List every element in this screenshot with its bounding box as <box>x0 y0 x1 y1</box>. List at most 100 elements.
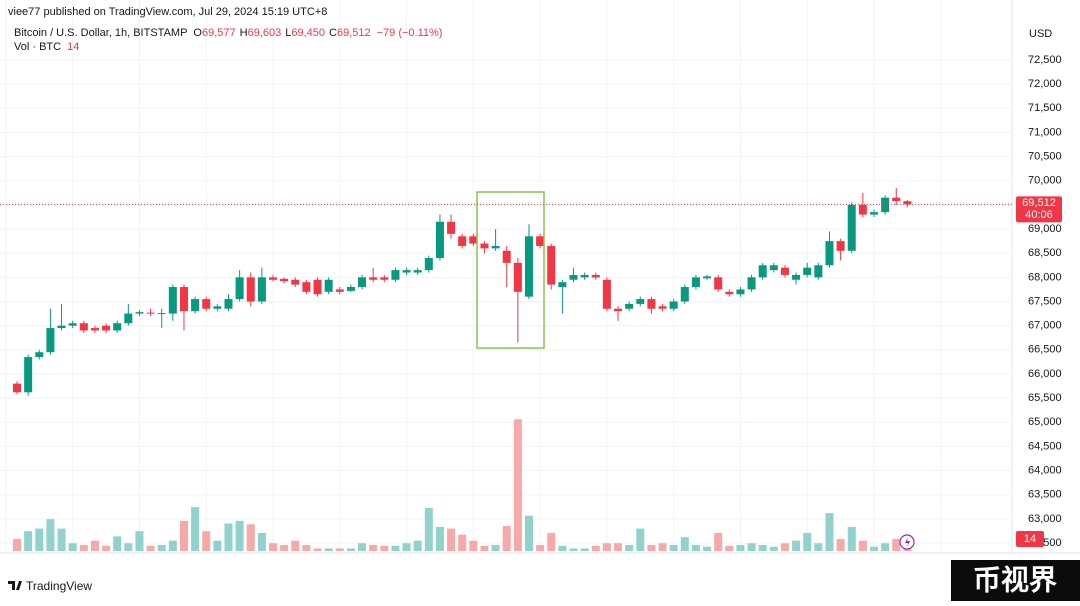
volume-bar <box>46 519 55 551</box>
volume-bar <box>79 544 88 551</box>
event-icon-bolt <box>905 537 910 547</box>
o-value: 69,577 <box>202 27 236 39</box>
candle-body <box>847 204 856 251</box>
volume-bar <box>447 528 456 551</box>
candle-body <box>703 276 712 279</box>
y-tick-label: 68,500 <box>1028 247 1062 259</box>
volume-bar <box>780 543 789 551</box>
symbol: Bitcoin / U.S. Dollar, 1h, BITSTAMP <box>14 27 187 39</box>
volume-bar <box>491 544 500 551</box>
volume-bar <box>369 544 378 551</box>
c-value: 69,512 <box>337 27 371 39</box>
byline: viee77 published on TradingView.com, Jul… <box>8 6 327 18</box>
candle-body <box>669 301 678 309</box>
candle-body <box>424 258 433 271</box>
candle-body <box>257 277 266 302</box>
y-tick-label: 69,000 <box>1028 223 1062 235</box>
volume-bar <box>302 544 311 551</box>
candle-body <box>747 277 756 290</box>
candle-body <box>447 221 456 234</box>
volume-bar <box>580 548 589 551</box>
l-label: L <box>285 27 291 39</box>
candle-body <box>625 303 634 309</box>
candle-body <box>502 250 511 263</box>
volume-bar <box>24 531 33 551</box>
volume-bar <box>858 540 867 551</box>
candle-body <box>780 267 789 275</box>
volume-bar <box>680 537 689 551</box>
y-tick-label: 70,500 <box>1028 151 1062 163</box>
c-label: C <box>329 27 337 39</box>
candle-body <box>491 245 500 249</box>
candle-body <box>46 328 55 353</box>
volume-bar <box>213 540 222 551</box>
volume-bar <box>291 540 300 551</box>
volume-tag-label: 14 <box>1024 533 1036 545</box>
candle-body <box>858 204 867 215</box>
y-tick-label: 66,000 <box>1028 368 1062 380</box>
candle-body <box>469 236 478 244</box>
volume-bar <box>102 545 111 551</box>
volume-bar <box>235 520 244 551</box>
volume-bar <box>90 540 99 551</box>
candle-body <box>224 299 233 309</box>
y-tick-label: 71,500 <box>1028 102 1062 114</box>
candle-body <box>792 274 801 280</box>
candle-body <box>825 241 834 266</box>
candle-body <box>380 277 389 280</box>
volume-bar <box>246 524 255 551</box>
volume-bar <box>380 545 389 551</box>
h-label: H <box>240 27 248 39</box>
volume-bar <box>524 515 533 551</box>
volume-bar <box>435 526 444 551</box>
volume-bar <box>280 544 289 551</box>
l-value: 69,450 <box>291 27 325 39</box>
candle-body <box>580 274 589 278</box>
candle-body <box>769 265 778 271</box>
volume-bar <box>113 536 122 551</box>
volume-bar <box>202 531 211 551</box>
volume-bar <box>402 543 411 551</box>
highlight-box <box>476 191 545 349</box>
candle-body <box>291 279 300 285</box>
candle-body <box>803 267 812 275</box>
candle-body <box>346 287 355 291</box>
y-tick-label: 72,000 <box>1028 78 1062 90</box>
tv-logo-text: TradingView <box>26 579 92 593</box>
volume-bar <box>135 531 144 551</box>
y-tick-label: 67,000 <box>1028 320 1062 332</box>
volume-bar <box>358 543 367 551</box>
volume-bar <box>13 538 22 551</box>
volume-bar <box>480 545 489 551</box>
volume-bar <box>191 507 200 551</box>
volume-bar <box>502 526 511 551</box>
volume-bar <box>625 544 634 551</box>
volume-bar <box>157 544 166 551</box>
candle-body <box>758 265 767 278</box>
y-tick-label: 68,000 <box>1028 271 1062 283</box>
volume-bar <box>747 543 756 551</box>
last-price-label: 69,512 <box>1022 197 1056 209</box>
volume-bar <box>513 419 522 551</box>
volume-bar <box>57 528 66 551</box>
candle-body <box>280 278 289 282</box>
volume-bar <box>313 548 322 551</box>
volume-bar <box>536 544 545 551</box>
candle-body <box>547 245 556 285</box>
candle-body <box>246 277 255 302</box>
candle-body <box>881 197 890 213</box>
volume-bar <box>892 538 901 551</box>
candle-body <box>391 270 400 280</box>
volume-bar <box>168 540 177 551</box>
volume-bar <box>725 545 734 551</box>
candle-body <box>602 279 611 309</box>
volume-bar <box>881 543 890 551</box>
candle-body <box>191 299 200 312</box>
candle-body <box>79 323 88 331</box>
y-tick-label: 65,000 <box>1028 416 1062 428</box>
candle-body <box>513 262 522 292</box>
candle-body <box>369 277 378 280</box>
volume-bar <box>869 546 879 551</box>
volume-bar <box>324 548 333 551</box>
